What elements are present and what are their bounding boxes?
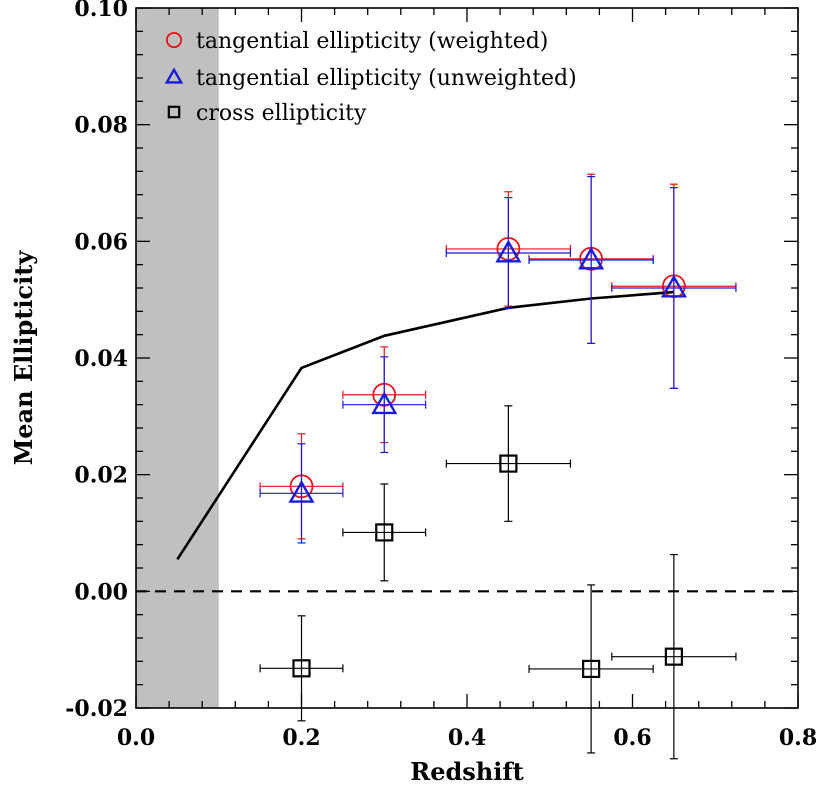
legend-marker [165, 31, 183, 49]
legend-label: tangential ellipticity (weighted) [196, 29, 548, 54]
y-axis-title: Mean Ellipticity [9, 250, 38, 466]
legend-marker [164, 67, 184, 84]
data-point [371, 391, 398, 415]
x-tick-label: 0.8 [779, 725, 817, 751]
legend-label: tangential ellipticity (unweighted) [196, 66, 577, 91]
data-point [582, 659, 601, 679]
y-tick-label: 0.04 [74, 346, 128, 372]
y-tick-label: 0.06 [74, 229, 128, 255]
data-point [499, 454, 518, 473]
y-tick-label: 0.02 [74, 463, 128, 489]
legend: tangential ellipticity (weighted) tangent… [164, 29, 577, 126]
model-prediction-line [176, 290, 675, 561]
data-point [578, 246, 605, 270]
y-tick-label: 0.08 [74, 113, 128, 139]
x-tick-label: 0.0 [117, 725, 155, 751]
legend-marker [167, 105, 181, 119]
x-tick-label: 0.2 [282, 725, 320, 751]
x-tick-label: 0.6 [613, 725, 651, 751]
data-point [495, 239, 522, 263]
x-axis-title: Redshift [410, 757, 523, 786]
data-point [292, 659, 311, 678]
data-point [288, 479, 315, 503]
y-tick-label: 0.00 [74, 579, 128, 605]
legend-entry: cross ellipticity [167, 101, 367, 126]
x-tick-label: 0.4 [448, 725, 486, 751]
data-point [664, 647, 683, 666]
legend-label: cross ellipticity [196, 101, 367, 126]
series-2 [259, 405, 737, 760]
y-tick-label: -0.02 [65, 696, 128, 722]
axes: 0.0 0.2 0.4 0.6 0.8 -0.02 0.00 0.02 0.04 0.06 0.08… [65, 0, 817, 751]
data-point [375, 523, 394, 542]
legend-entry: tangential ellipticity (weighted) [165, 29, 548, 54]
data-point [660, 274, 687, 298]
series-1 [259, 175, 737, 544]
legend-entry: tangential ellipticity (unweighted) [164, 66, 577, 91]
y-tick-label: 0.10 [74, 0, 128, 22]
